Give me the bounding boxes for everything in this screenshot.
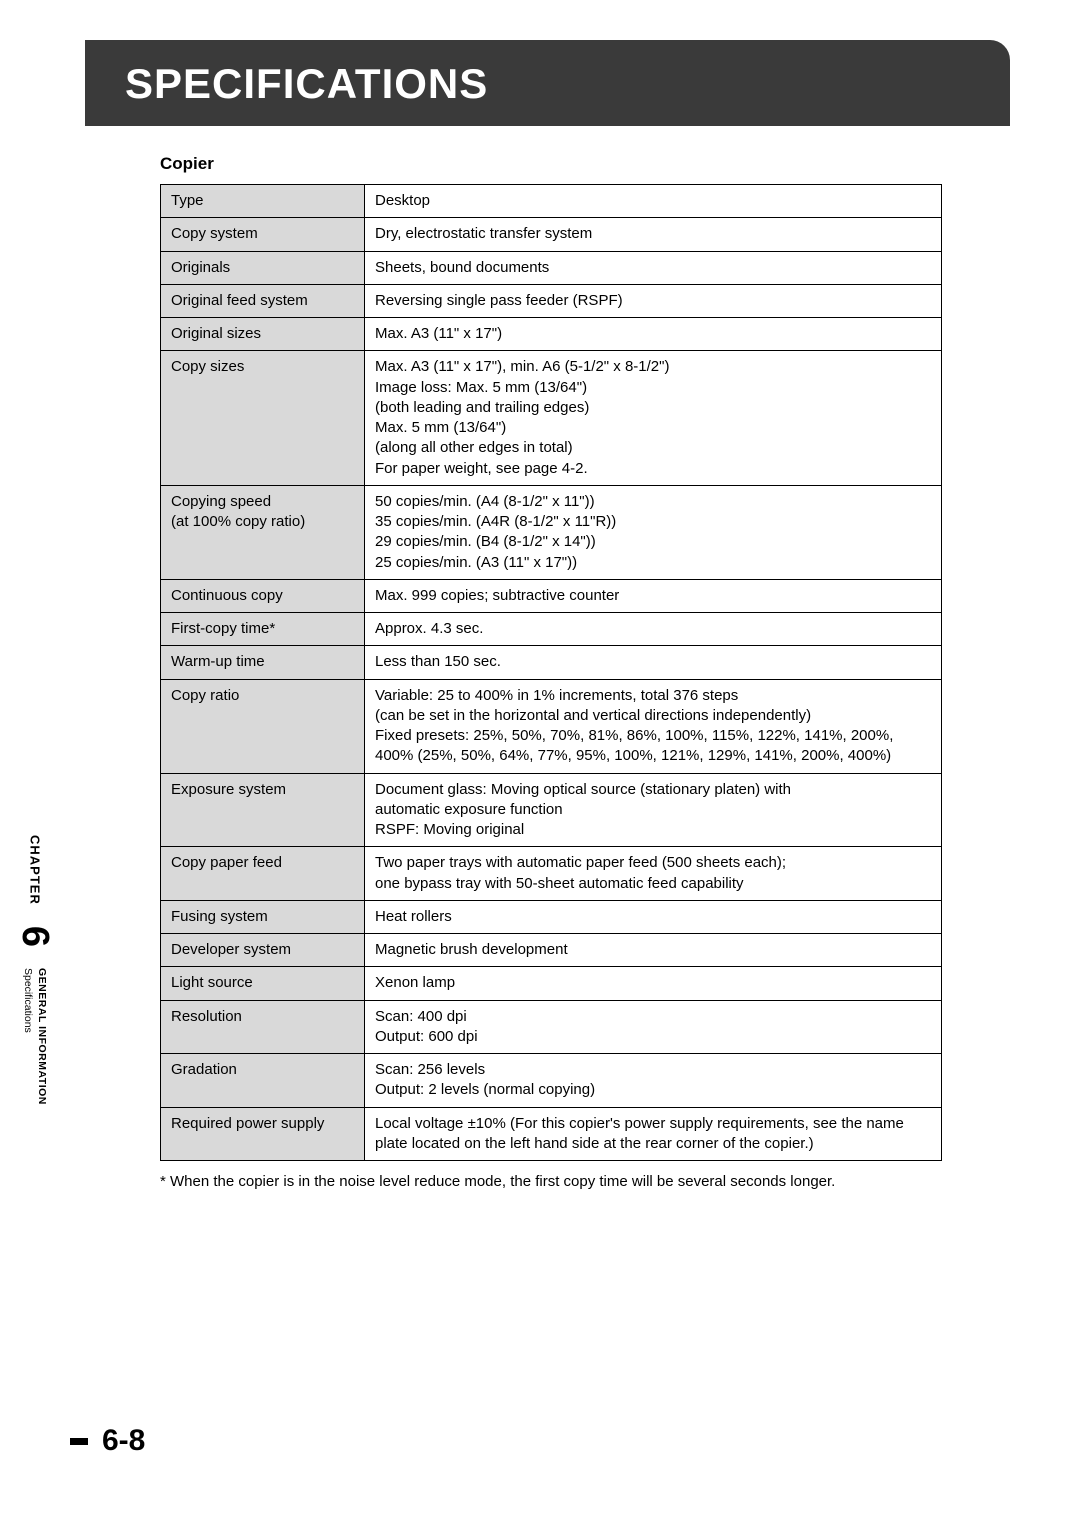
spec-value: Approx. 4.3 sec.: [365, 613, 942, 646]
spec-value: Scan: 256 levels Output: 2 levels (norma…: [365, 1054, 942, 1108]
spec-label: Original sizes: [161, 318, 365, 351]
spec-table: TypeDesktopCopy systemDry, electrostatic…: [160, 184, 942, 1161]
side-chapter-label: CHAPTER 6 Specifications GENERAL INFORMA…: [22, 835, 48, 1105]
table-row: Light sourceXenon lamp: [161, 967, 942, 1000]
table-row: Warm-up timeLess than 150 sec.: [161, 646, 942, 679]
spec-label: First-copy time*: [161, 613, 365, 646]
spec-value: Max. A3 (11" x 17"): [365, 318, 942, 351]
spec-label: Resolution: [161, 1000, 365, 1054]
spec-value: Dry, electrostatic transfer system: [365, 218, 942, 251]
spec-value: Local voltage ±10% (For this copier's po…: [365, 1107, 942, 1161]
table-row: Original feed systemReversing single pas…: [161, 284, 942, 317]
side-section-group: Specifications GENERAL INFORMATION: [22, 968, 48, 1105]
table-row: GradationScan: 256 levels Output: 2 leve…: [161, 1054, 942, 1108]
spec-label: Type: [161, 185, 365, 218]
table-row: Developer systemMagnetic brush developme…: [161, 934, 942, 967]
spec-label: Fusing system: [161, 900, 365, 933]
table-row: First-copy time*Approx. 4.3 sec.: [161, 613, 942, 646]
spec-label: Developer system: [161, 934, 365, 967]
side-subsection: Specifications: [22, 968, 34, 1105]
table-row: Required power supplyLocal voltage ±10% …: [161, 1107, 942, 1161]
spec-value: Desktop: [365, 185, 942, 218]
spec-value: Heat rollers: [365, 900, 942, 933]
spec-label: Warm-up time: [161, 646, 365, 679]
spec-value: Sheets, bound documents: [365, 251, 942, 284]
spec-value: Variable: 25 to 400% in 1% increments, t…: [365, 679, 942, 773]
side-section: GENERAL INFORMATION: [36, 968, 48, 1105]
table-row: Copy sizesMax. A3 (11" x 17"), min. A6 (…: [161, 351, 942, 486]
page: SPECIFICATIONS Copier TypeDesktopCopy sy…: [0, 0, 1080, 1528]
page-number: 6-8: [102, 1424, 145, 1458]
spec-value: Xenon lamp: [365, 967, 942, 1000]
spec-label: Copying speed (at 100% copy ratio): [161, 485, 365, 579]
spec-label: Exposure system: [161, 773, 365, 847]
spec-value: Two paper trays with automatic paper fee…: [365, 847, 942, 901]
table-row: Copy systemDry, electrostatic transfer s…: [161, 218, 942, 251]
page-title: SPECIFICATIONS: [125, 60, 980, 108]
page-tick-icon: [70, 1438, 88, 1445]
table-row: Continuous copyMax. 999 copies; subtract…: [161, 579, 942, 612]
chapter-word: CHAPTER: [28, 835, 43, 905]
table-row: TypeDesktop: [161, 185, 942, 218]
page-number-bar: 6-8: [70, 1424, 145, 1458]
spec-label: Originals: [161, 251, 365, 284]
spec-label: Copy ratio: [161, 679, 365, 773]
spec-value: 50 copies/min. (A4 (8-1/2" x 11")) 35 co…: [365, 485, 942, 579]
table-row: Exposure systemDocument glass: Moving op…: [161, 773, 942, 847]
header-banner: SPECIFICATIONS: [85, 40, 1010, 126]
spec-value: Max. 999 copies; subtractive counter: [365, 579, 942, 612]
spec-label: Light source: [161, 967, 365, 1000]
spec-label: Continuous copy: [161, 579, 365, 612]
spec-label: Original feed system: [161, 284, 365, 317]
spec-value: Less than 150 sec.: [365, 646, 942, 679]
footnote: * When the copier is in the noise level …: [160, 1173, 942, 1190]
spec-value: Reversing single pass feeder (RSPF): [365, 284, 942, 317]
spec-value: Document glass: Moving optical source (s…: [365, 773, 942, 847]
table-row: Copy ratioVariable: 25 to 400% in 1% inc…: [161, 679, 942, 773]
table-row: Original sizesMax. A3 (11" x 17"): [161, 318, 942, 351]
spec-value: Max. A3 (11" x 17"), min. A6 (5-1/2" x 8…: [365, 351, 942, 486]
table-row: OriginalsSheets, bound documents: [161, 251, 942, 284]
spec-value: Magnetic brush development: [365, 934, 942, 967]
spec-label: Copy paper feed: [161, 847, 365, 901]
spec-value: Scan: 400 dpi Output: 600 dpi: [365, 1000, 942, 1054]
spec-table-body: TypeDesktopCopy systemDry, electrostatic…: [161, 185, 942, 1161]
spec-label: Copy system: [161, 218, 365, 251]
section-heading: Copier: [160, 154, 1010, 174]
chapter-number: 6: [13, 926, 56, 947]
spec-label: Required power supply: [161, 1107, 365, 1161]
table-row: Copy paper feedTwo paper trays with auto…: [161, 847, 942, 901]
table-row: ResolutionScan: 400 dpi Output: 600 dpi: [161, 1000, 942, 1054]
spec-label: Copy sizes: [161, 351, 365, 486]
table-row: Copying speed (at 100% copy ratio)50 cop…: [161, 485, 942, 579]
spec-label: Gradation: [161, 1054, 365, 1108]
table-row: Fusing systemHeat rollers: [161, 900, 942, 933]
